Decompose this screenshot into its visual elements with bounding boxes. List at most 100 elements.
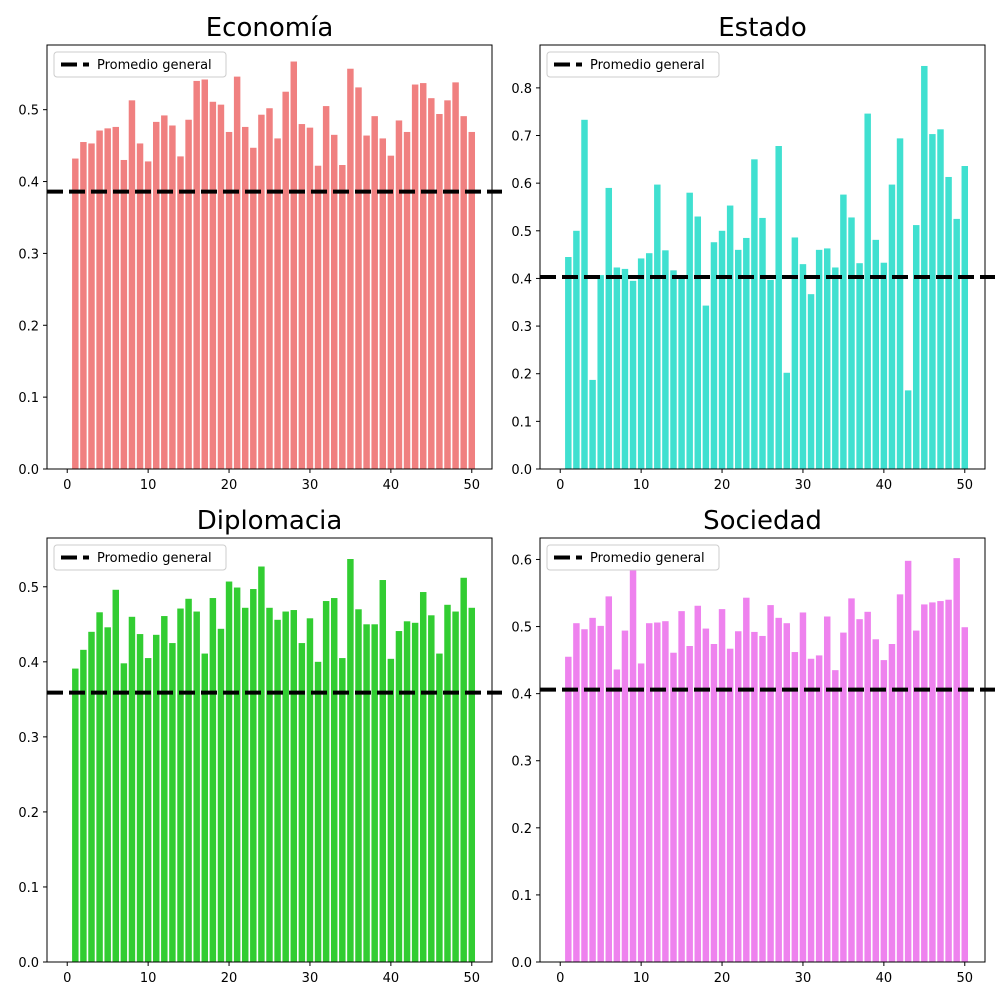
bar xyxy=(702,305,710,469)
bar xyxy=(832,670,839,962)
bar xyxy=(912,630,920,962)
bar xyxy=(371,116,378,470)
bar xyxy=(225,581,233,962)
bar xyxy=(921,604,928,962)
y-tick-label: 0.5 xyxy=(511,621,532,636)
bar xyxy=(565,656,572,962)
bar xyxy=(217,628,225,962)
bar xyxy=(880,660,888,962)
bar xyxy=(468,131,476,469)
axes-frame xyxy=(539,537,986,963)
bar xyxy=(880,262,888,469)
bar xyxy=(613,267,621,469)
y-tick-label: 0.3 xyxy=(18,731,39,746)
y-tick-label: 0.0 xyxy=(511,956,532,971)
bar xyxy=(686,192,693,469)
bar xyxy=(347,68,354,469)
bar xyxy=(767,279,774,469)
bar xyxy=(363,624,370,962)
legend-label: Promedio general xyxy=(590,58,705,73)
bar xyxy=(169,125,176,470)
chart-title: Estado xyxy=(718,13,807,43)
bar xyxy=(144,161,152,470)
bar xyxy=(282,91,289,470)
bar xyxy=(799,612,807,962)
x-tick-label: 50 xyxy=(956,478,973,493)
bar xyxy=(444,100,451,469)
x-tick-label: 30 xyxy=(302,971,319,986)
bar xyxy=(921,65,928,470)
bar xyxy=(694,605,702,962)
bar xyxy=(953,218,960,469)
bar xyxy=(654,184,661,469)
bar xyxy=(840,632,847,962)
bar xyxy=(710,242,718,469)
bar xyxy=(185,119,192,470)
bar xyxy=(718,609,726,962)
bar xyxy=(670,652,677,962)
bar xyxy=(888,184,896,469)
bar xyxy=(452,611,459,962)
y-tick-label: 0.0 xyxy=(18,956,39,971)
bar xyxy=(88,631,95,962)
bar xyxy=(96,130,103,469)
x-tick-label: 40 xyxy=(876,478,893,493)
bar xyxy=(314,165,322,470)
y-tick-label: 0.1 xyxy=(511,889,532,904)
bar xyxy=(759,217,766,469)
y-tick-label: 0.4 xyxy=(511,272,532,287)
bar xyxy=(460,116,467,470)
bar xyxy=(710,644,718,962)
bar xyxy=(355,87,362,470)
axes-frame xyxy=(46,44,493,470)
x-tick-label: 50 xyxy=(463,971,480,986)
bar xyxy=(645,623,653,962)
x-tick-label: 0 xyxy=(63,478,71,493)
bar xyxy=(896,594,904,962)
bar xyxy=(379,138,387,470)
bar xyxy=(339,165,346,469)
bar xyxy=(120,159,128,470)
y-tick-label: 0.1 xyxy=(18,391,39,406)
bar xyxy=(581,629,588,962)
legend-box xyxy=(53,544,227,571)
bar xyxy=(290,61,298,469)
x-tick-label: 30 xyxy=(795,478,812,493)
bar xyxy=(783,372,791,469)
bar xyxy=(823,616,831,962)
bar xyxy=(217,104,225,470)
bar xyxy=(573,230,580,469)
bar xyxy=(888,644,896,962)
bar xyxy=(363,135,370,470)
x-tick-label: 20 xyxy=(714,478,731,493)
bar xyxy=(597,275,604,469)
bar xyxy=(274,138,281,470)
bar xyxy=(241,126,249,470)
legend-box xyxy=(53,51,227,78)
bar xyxy=(597,625,604,962)
y-tick-label: 0.2 xyxy=(511,822,532,837)
y-tick-label: 0.3 xyxy=(511,320,532,335)
bar xyxy=(629,280,637,469)
legend-label: Promedio general xyxy=(590,551,705,566)
x-tick-label: 10 xyxy=(633,971,650,986)
bar xyxy=(161,115,168,470)
bar xyxy=(96,612,103,962)
bar xyxy=(112,589,120,962)
bar xyxy=(136,143,144,469)
bar xyxy=(444,604,451,962)
bar xyxy=(169,643,176,962)
bar xyxy=(589,379,596,469)
bar xyxy=(775,617,782,962)
bar xyxy=(233,76,241,470)
bar xyxy=(815,249,823,469)
bar xyxy=(330,598,338,962)
bar xyxy=(306,127,314,469)
bar xyxy=(896,138,904,469)
legend-box xyxy=(546,544,720,571)
x-tick-label: 20 xyxy=(221,971,238,986)
legend-label: Promedio general xyxy=(97,58,212,73)
bar xyxy=(136,634,144,962)
y-tick-label: 0.5 xyxy=(511,225,532,240)
y-tick-label: 0.2 xyxy=(18,319,39,334)
